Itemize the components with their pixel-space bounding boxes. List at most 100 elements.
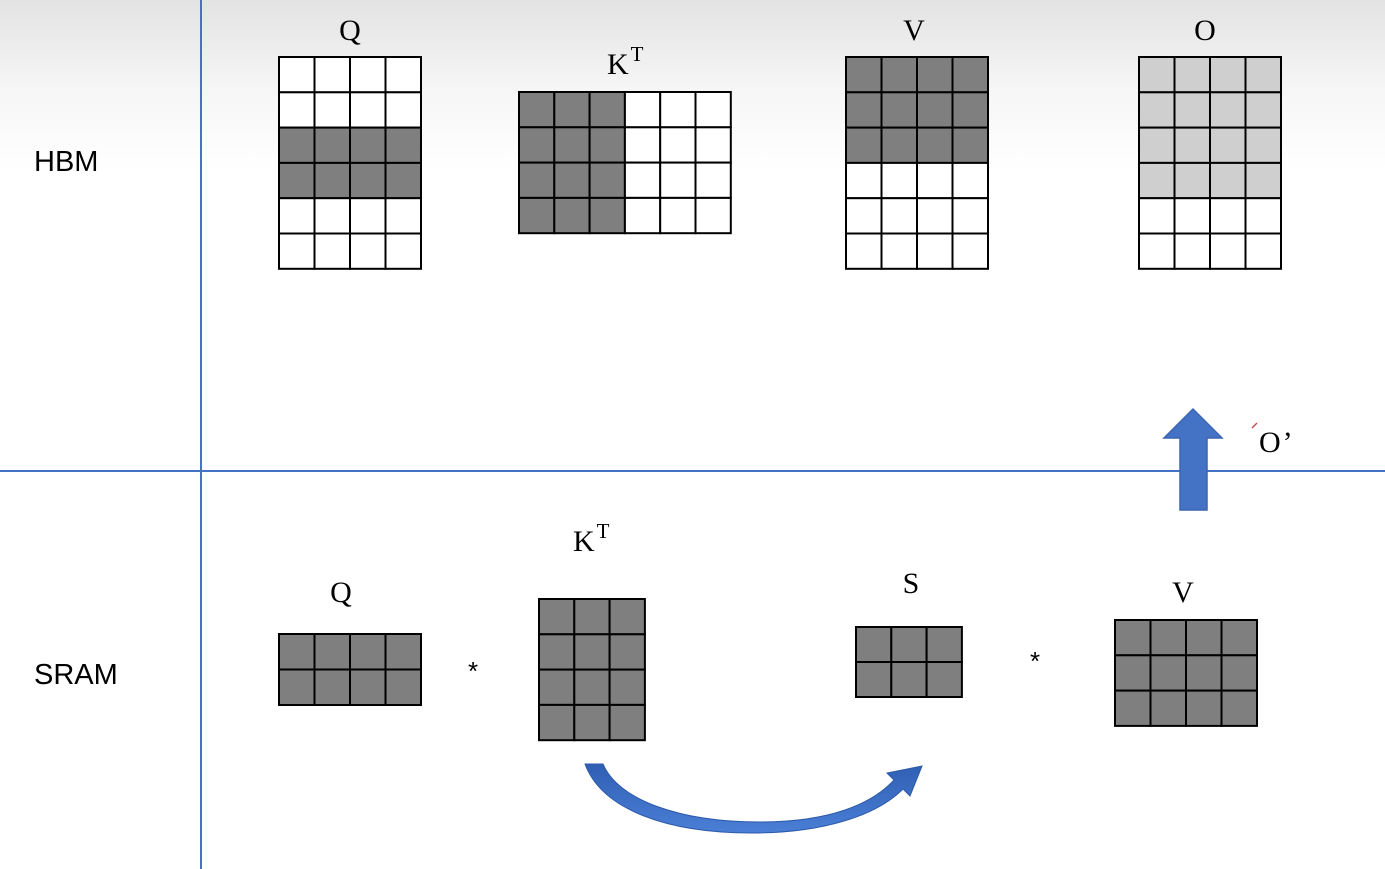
sram-s-cell — [891, 627, 926, 662]
hbm-q-cell — [386, 234, 422, 269]
hbm-v-cell — [953, 198, 989, 233]
hbm-o-cell — [1246, 92, 1282, 127]
hbm-o-cell — [1175, 128, 1211, 163]
sram-kt-cell — [610, 670, 645, 705]
hbm-q-cell — [279, 57, 315, 92]
sram-v-label: V — [1172, 576, 1194, 609]
hbm-kt-cell — [519, 127, 554, 162]
hbm-q-cell — [386, 163, 422, 198]
hbm-kt-cell — [625, 92, 660, 127]
hbm-kt-cell — [696, 127, 731, 162]
sram-kt-cell — [539, 670, 574, 705]
sram-kt-cell — [539, 705, 574, 740]
hbm-o-cell — [1139, 163, 1175, 198]
hbm-o-cell — [1139, 198, 1175, 233]
hbm-v-cell — [917, 92, 953, 127]
hbm-q-matrix — [279, 57, 421, 269]
hbm-v-cell — [846, 234, 882, 269]
hbm-v-cell — [846, 92, 882, 127]
hbm-v-cell — [846, 128, 882, 163]
multiply-operator-1: * — [468, 656, 478, 686]
hbm-q-cell — [279, 198, 315, 233]
hbm-v-cell — [917, 128, 953, 163]
hbm-o-cell — [1246, 57, 1282, 92]
sram-q-label: Q — [330, 576, 352, 609]
sram-q-cell — [350, 670, 386, 706]
hbm-o-cell — [1210, 234, 1246, 269]
hbm-o-cell — [1139, 57, 1175, 92]
sram-v-cell — [1222, 655, 1258, 690]
hbm-v-cell — [882, 234, 918, 269]
sram-q-matrix — [279, 634, 421, 705]
hbm-q-cell — [350, 57, 386, 92]
hbm-o-cell — [1246, 128, 1282, 163]
sram-s-cell — [856, 662, 891, 697]
hbm-q-label: Q — [339, 14, 361, 47]
hbm-q-cell — [350, 92, 386, 127]
multiply-operator-2: * — [1030, 646, 1040, 676]
sram-kt-cell — [610, 705, 645, 740]
hbm-o-cell — [1246, 198, 1282, 233]
sram-kt-cell — [539, 634, 574, 669]
sram-transpose-sup: T — [597, 519, 610, 543]
hbm-kt-cell — [625, 198, 660, 233]
hbm-q-cell — [279, 92, 315, 127]
hbm-kt-cell — [660, 127, 695, 162]
sram-s-label: S — [903, 567, 920, 600]
sram-kt-cell — [574, 705, 609, 740]
hbm-v-cell — [953, 128, 989, 163]
hbm-q-cell — [279, 128, 315, 163]
hbm-kt-cell — [519, 198, 554, 233]
sram-s-cell — [891, 662, 926, 697]
hbm-kt-cell — [554, 92, 589, 127]
sram-v-cell — [1186, 655, 1222, 690]
hbm-v-cell — [882, 92, 918, 127]
hbm-transpose-sup: T — [631, 42, 644, 66]
hbm-o-matrix — [1139, 57, 1281, 269]
sram-v-cell — [1222, 691, 1258, 726]
hbm-kt-label: KT — [607, 42, 644, 81]
hbm-v-cell — [882, 57, 918, 92]
hbm-kt-cell — [696, 198, 731, 233]
hbm-o-label: O — [1194, 14, 1216, 47]
hbm-kt-cell — [590, 198, 625, 233]
sram-kt-cell — [574, 599, 609, 634]
hbm-v-matrix — [846, 57, 988, 269]
sram-k-letter: K — [573, 525, 595, 558]
hbm-q-cell — [386, 57, 422, 92]
hbm-v-cell — [953, 57, 989, 92]
hbm-o-cell — [1139, 128, 1175, 163]
hbm-v-cell — [953, 234, 989, 269]
sram-q-cell — [279, 634, 315, 670]
hbm-q-cell — [350, 198, 386, 233]
hbm-kt-cell — [554, 163, 589, 198]
hbm-q-cell — [279, 234, 315, 269]
hbm-o-cell — [1175, 234, 1211, 269]
hbm-q-cell — [350, 163, 386, 198]
hbm-o-cell — [1246, 163, 1282, 198]
hbm-kt-cell — [554, 198, 589, 233]
hbm-q-cell — [315, 92, 351, 127]
hbm-q-cell — [350, 234, 386, 269]
sram-v-cell — [1115, 620, 1151, 655]
sram-s-cell — [856, 627, 891, 662]
hbm-o-cell — [1175, 57, 1211, 92]
sram-kt-cell — [610, 599, 645, 634]
curved-arrow-icon — [585, 764, 922, 833]
hbm-q-cell — [386, 198, 422, 233]
hbm-o-cell — [1246, 234, 1282, 269]
hbm-kt-cell — [660, 198, 695, 233]
sram-v-matrix — [1115, 620, 1257, 726]
hbm-kt-cell — [590, 127, 625, 162]
sram-v-cell — [1151, 620, 1187, 655]
hbm-q-cell — [386, 92, 422, 127]
hbm-kt-cell — [696, 92, 731, 127]
hbm-v-cell — [953, 92, 989, 127]
hbm-kt-cell — [554, 127, 589, 162]
sram-q-cell — [386, 634, 422, 670]
sram-q-cell — [350, 634, 386, 670]
hbm-v-cell — [882, 128, 918, 163]
sram-v-cell — [1222, 620, 1258, 655]
hbm-o-cell — [1210, 198, 1246, 233]
